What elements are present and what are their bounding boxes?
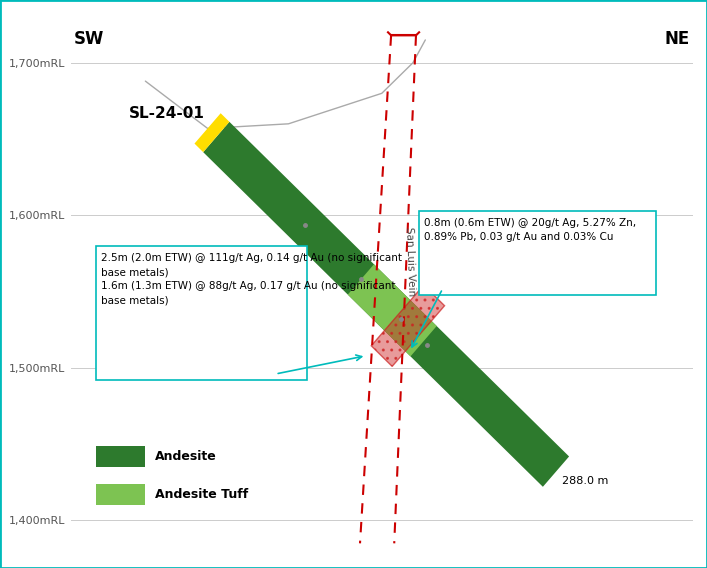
Bar <box>95 446 146 467</box>
Text: San Luis Vein: San Luis Vein <box>404 226 416 296</box>
Polygon shape <box>203 122 569 487</box>
Text: SW: SW <box>74 30 104 48</box>
Polygon shape <box>371 285 445 366</box>
Text: 288.0 m: 288.0 m <box>562 476 609 486</box>
FancyBboxPatch shape <box>95 246 307 380</box>
Text: NE: NE <box>665 30 690 48</box>
Text: 0.8m (0.6m ETW) @ 20g/t Ag, 5.27% Zn,
0.89% Pb, 0.03 g/t Au and 0.03% Cu: 0.8m (0.6m ETW) @ 20g/t Ag, 5.27% Zn, 0.… <box>424 219 636 243</box>
Text: SL-24-01: SL-24-01 <box>129 106 204 121</box>
Polygon shape <box>194 113 229 152</box>
FancyBboxPatch shape <box>419 211 655 295</box>
Text: 2.5m (2.0m ETW) @ 111g/t Ag, 0.14 g/t Au (no significant
base metals)
1.6m (1.3m: 2.5m (2.0m ETW) @ 111g/t Ag, 0.14 g/t Au… <box>100 253 402 306</box>
Polygon shape <box>348 264 437 356</box>
Bar <box>95 484 146 505</box>
Text: Andesite: Andesite <box>155 450 216 463</box>
Text: Andesite Tuff: Andesite Tuff <box>155 488 248 501</box>
